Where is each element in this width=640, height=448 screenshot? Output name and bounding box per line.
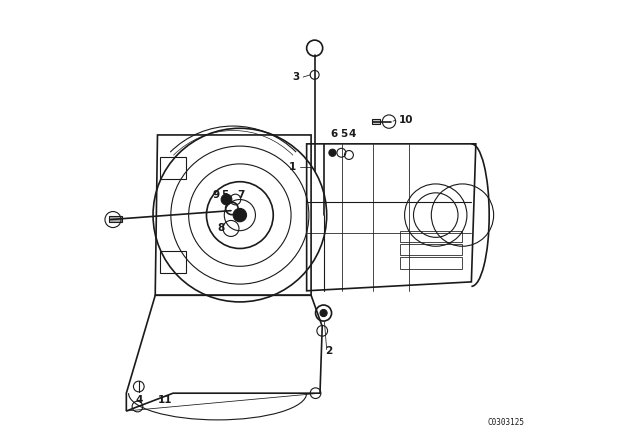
Polygon shape	[372, 119, 380, 124]
Text: 5: 5	[340, 129, 348, 139]
Text: 3: 3	[292, 72, 300, 82]
Circle shape	[221, 194, 232, 205]
Text: 10: 10	[399, 115, 413, 125]
Circle shape	[233, 208, 246, 222]
Text: 5: 5	[221, 190, 228, 200]
Circle shape	[329, 149, 336, 156]
Text: 4: 4	[135, 396, 143, 405]
Text: 8: 8	[217, 224, 224, 233]
Text: 2: 2	[325, 346, 333, 356]
Text: 11: 11	[158, 396, 172, 405]
Text: 6: 6	[331, 129, 338, 139]
Text: 1: 1	[289, 162, 296, 172]
Text: 4: 4	[348, 129, 356, 139]
Circle shape	[320, 310, 327, 317]
Text: 7: 7	[237, 190, 245, 200]
Polygon shape	[109, 216, 122, 222]
Text: C0303125: C0303125	[488, 418, 525, 426]
Text: 9: 9	[212, 190, 220, 200]
